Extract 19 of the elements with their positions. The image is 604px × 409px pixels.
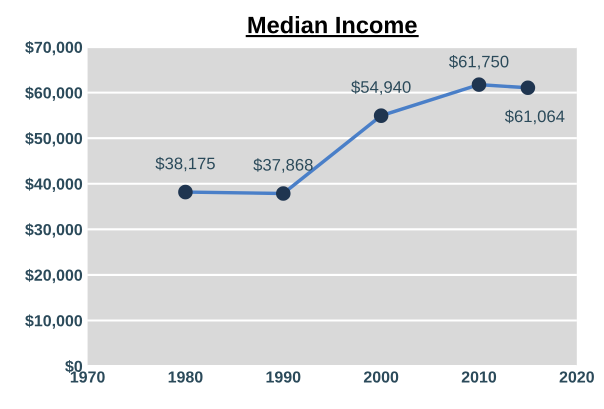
x-tick-label: 2000 <box>364 371 398 383</box>
y-tick-label: $50,000 <box>25 132 82 146</box>
data-label: $38,175 <box>155 156 215 172</box>
data-label: $54,940 <box>351 80 411 95</box>
y-tick-label: $20,000 <box>25 268 82 284</box>
data-label: $61,064 <box>504 110 564 124</box>
x-tick-label: 1990 <box>266 371 300 383</box>
x-tick-label: 1980 <box>168 371 203 383</box>
y-tick-label: $30,000 <box>25 223 82 238</box>
data-label: $61,750 <box>449 54 508 70</box>
data-label: $37,868 <box>253 158 313 173</box>
x-tick-label: 2010 <box>462 371 496 383</box>
x-tick-label: 1970 <box>70 371 105 383</box>
y-tick-label: $60,000 <box>25 86 82 101</box>
chart-title: Median Income <box>248 16 417 34</box>
y-tick-label: $10,000 <box>25 314 82 329</box>
y-tick-label: $40,000 <box>25 178 82 192</box>
y-tick-label: $70,000 <box>25 40 82 56</box>
x-tick-label: 2020 <box>560 371 594 383</box>
